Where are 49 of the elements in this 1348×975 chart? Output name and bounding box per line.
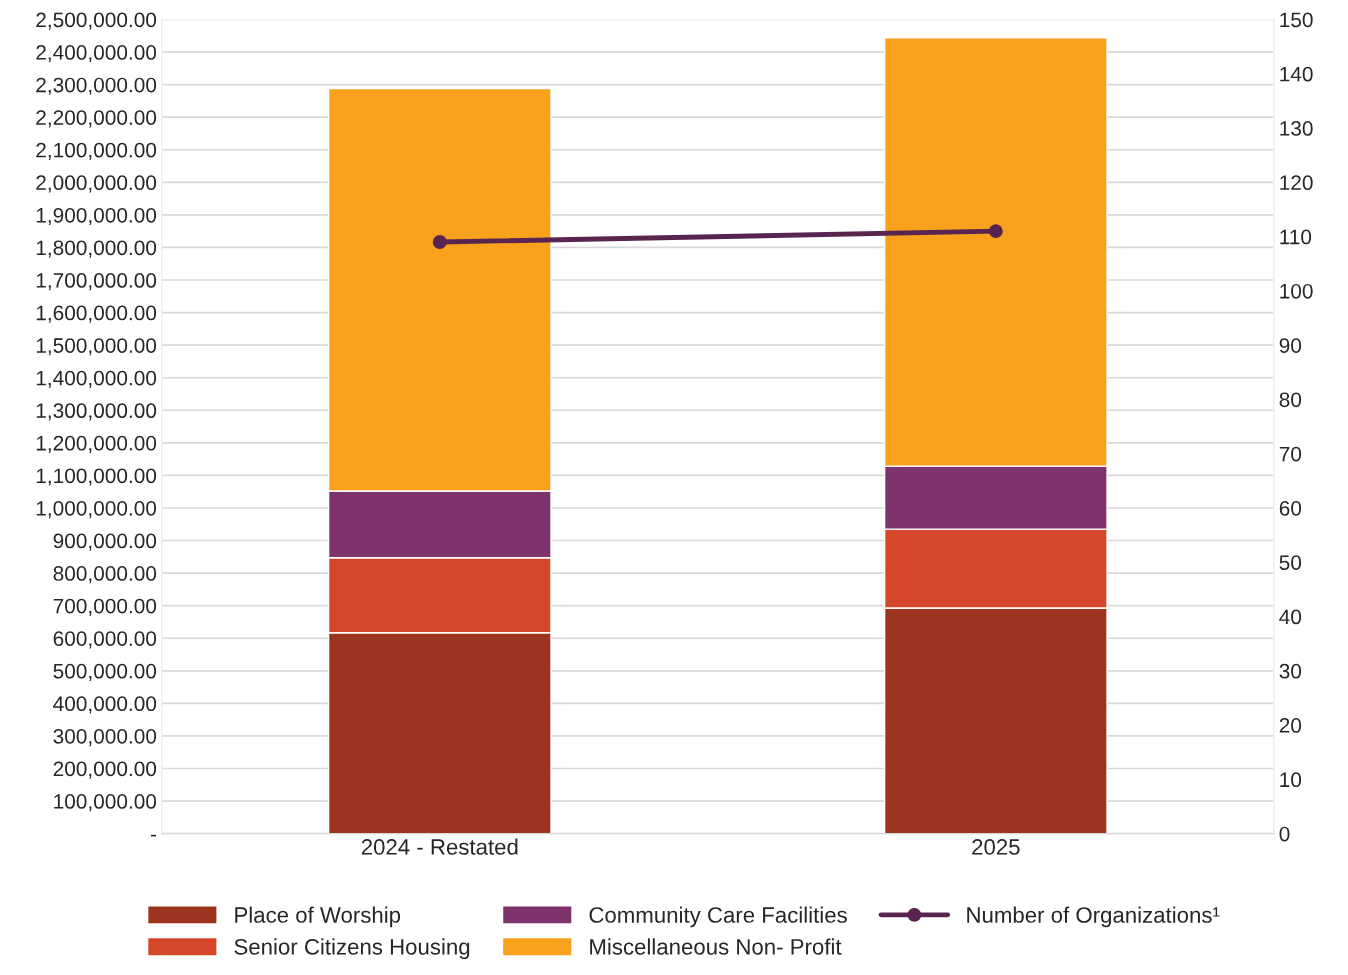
y-tick-label: 2,000,000.00 — [36, 175, 157, 193]
legend-label: Community Care Facilities — [589, 906, 847, 928]
y-tick-label: 700,000.00 — [53, 598, 157, 616]
legend-label: Number of Organizations¹ — [967, 906, 1220, 928]
y-tick-label: 300,000.00 — [53, 728, 157, 747]
y-tick-label: 2,300,000.00 — [36, 77, 157, 95]
y2-tick-label: 110 — [1280, 229, 1312, 245]
y-tick-label: 1,400,000.00 — [36, 370, 157, 388]
y-tick-label: 1,500,000.00 — [36, 338, 157, 356]
y-tick-label: 1,000,000.00 — [36, 500, 157, 519]
y-tick-label: 600,000.00 — [53, 631, 157, 649]
legend-label: Place of Worship — [235, 906, 401, 928]
y2-tick-label: 130 — [1280, 121, 1313, 136]
y-tick-label: - — [150, 834, 156, 837]
y2-tick-label: 40 — [1279, 609, 1302, 625]
y2-tick-label: 150 — [1280, 12, 1313, 28]
y2-tick-label: 60 — [1279, 500, 1302, 516]
y-tick-label: 400,000.00 — [53, 696, 157, 714]
x-tick-label: 2025 — [972, 839, 1020, 855]
y2-tick-label: 50 — [1279, 555, 1302, 570]
y-tick-label: 1,300,000.00 — [36, 403, 157, 421]
y-tick-label: 1,700,000.00 — [36, 273, 157, 291]
y-tick-label: 1,600,000.00 — [36, 305, 157, 323]
legend-label: Miscellaneous Non- Profit — [590, 938, 842, 955]
y2-tick-label: 0 — [1279, 826, 1290, 842]
y2-tick-label: 70 — [1279, 446, 1302, 462]
legend-label: Senior Citizens Housing — [234, 938, 470, 960]
y-tick-label: 2,200,000.00 — [36, 110, 157, 128]
y2-tick-label: 120 — [1280, 175, 1313, 191]
x-tick-label: 2024 - Restated — [361, 838, 518, 855]
y-tick-label: 1,100,000.00 — [36, 468, 157, 486]
y-tick-label: 2,100,000.00 — [36, 142, 157, 160]
y2-tick-label: 20 — [1279, 718, 1302, 733]
y-tick-label: 1,900,000.00 — [36, 207, 157, 226]
y2-tick-label: 80 — [1279, 392, 1302, 408]
y-tick-label: 900,000.00 — [53, 533, 157, 551]
y2-tick-label: 10 — [1280, 772, 1302, 788]
y2-tick-label: 140 — [1280, 66, 1313, 82]
y-tick-label: 2,500,000.00 — [36, 12, 157, 30]
y-tick-label: 100,000.00 — [54, 794, 157, 812]
y-tick-label: 1,200,000.00 — [36, 435, 157, 454]
y-tick-label: 1,800,000.00 — [36, 240, 157, 258]
y-tick-label: 500,000.00 — [53, 663, 157, 682]
y2-tick-label: 90 — [1279, 338, 1302, 353]
y-tick-label: 800,000.00 — [53, 566, 157, 584]
y2-tick-label: 30 — [1279, 663, 1302, 679]
y2-tick-label: 100 — [1280, 283, 1313, 299]
y-tick-label: 2,400,000.00 — [36, 45, 157, 63]
y-tick-label: 200,000.00 — [53, 761, 157, 779]
